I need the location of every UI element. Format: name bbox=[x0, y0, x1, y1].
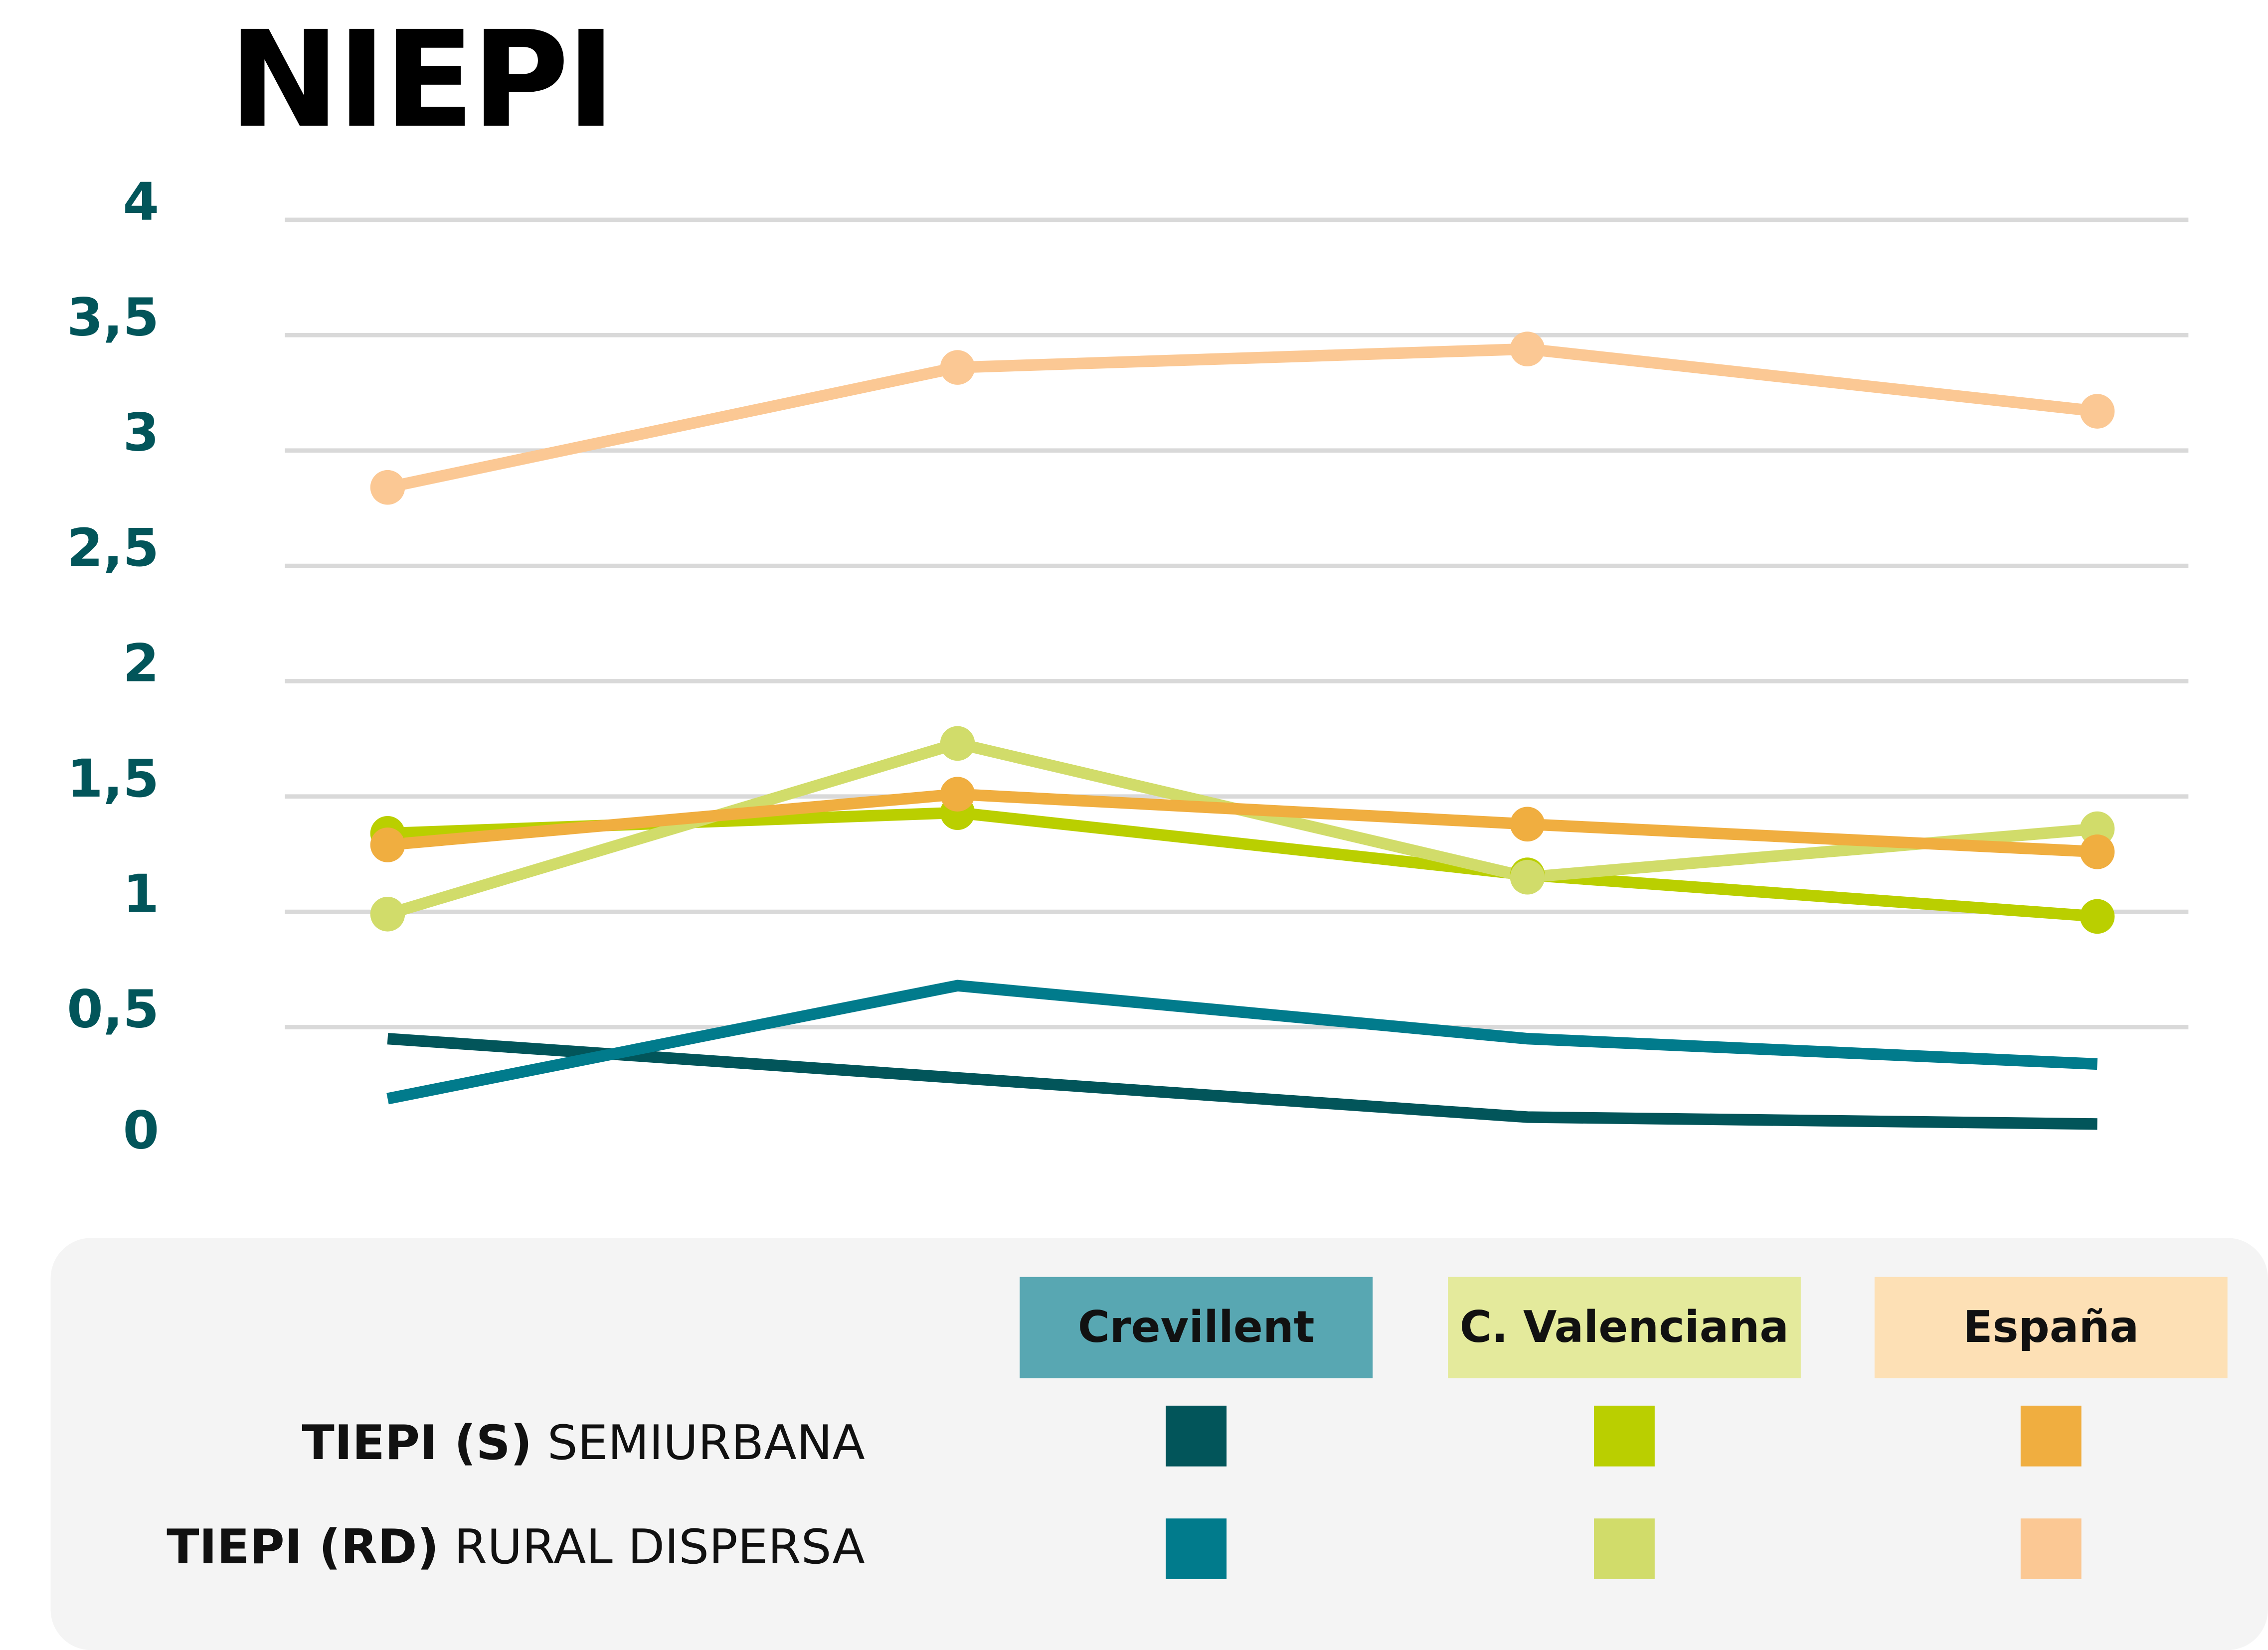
data-point bbox=[940, 726, 975, 761]
y-tick-label: 1,5 bbox=[67, 748, 159, 809]
legend-swatch-cv-rd bbox=[1594, 1518, 1655, 1580]
legend-row-code: TIEPI (S) bbox=[302, 1414, 532, 1471]
legend-row-code: TIEPI (RD) bbox=[167, 1518, 439, 1575]
legend-header-espana: España bbox=[1874, 1277, 2228, 1378]
series-line bbox=[386, 343, 2098, 494]
series-line bbox=[386, 980, 2098, 1105]
data-point bbox=[940, 777, 975, 812]
series-line bbox=[387, 807, 2098, 922]
series-line bbox=[387, 1033, 2097, 1130]
data-point bbox=[370, 827, 405, 862]
data-point bbox=[1510, 807, 1545, 842]
legend-swatch-espana-s bbox=[2020, 1405, 2082, 1467]
legend-row-semiurbana: TIEPI (S) SEMIURBANA bbox=[302, 1414, 865, 1471]
legend-header-c-valenciana: C. Valenciana bbox=[1448, 1277, 1801, 1378]
y-tick-label: 4 bbox=[123, 171, 159, 232]
data-point bbox=[2080, 394, 2115, 429]
y-tick-label: 3 bbox=[123, 402, 159, 463]
data-point bbox=[1510, 859, 1545, 895]
legend-swatch-crevillent-rd bbox=[1166, 1518, 1227, 1580]
y-tick-label: 0 bbox=[123, 1100, 159, 1160]
line-chart: 0 0,5 1 1,5 2 2,5 3 3,5 4 bbox=[67, 171, 2189, 1160]
chart-title: NIEPI bbox=[228, 2, 616, 158]
series-line bbox=[387, 788, 2098, 858]
data-point bbox=[1510, 331, 1545, 366]
legend-swatch-espana-rd bbox=[2020, 1518, 2082, 1580]
y-tick-label: 0,5 bbox=[67, 979, 159, 1040]
data-point bbox=[370, 470, 405, 505]
data-point bbox=[2080, 834, 2115, 869]
legend-swatch-cv-s bbox=[1594, 1405, 1655, 1467]
legend-header-crevillent: Crevillent bbox=[1020, 1277, 1373, 1378]
y-tick-label: 3,5 bbox=[67, 287, 159, 347]
y-tick-label: 2,5 bbox=[67, 517, 159, 578]
data-point bbox=[370, 896, 405, 932]
data-point bbox=[940, 350, 975, 385]
legend-row-text: SEMIURBANA bbox=[532, 1414, 865, 1471]
y-tick-label: 2 bbox=[123, 633, 159, 693]
legend-row-text: RURAL DISPERSA bbox=[439, 1518, 865, 1575]
data-point bbox=[2080, 899, 2115, 934]
legend: Crevillent C. Valenciana España TIEPI (S… bbox=[50, 1238, 2268, 1650]
y-tick-label: 1 bbox=[123, 863, 159, 924]
legend-swatch-crevillent-s bbox=[1166, 1405, 1227, 1467]
legend-row-rural-dispersa: TIEPI (RD) RURAL DISPERSA bbox=[167, 1518, 865, 1575]
